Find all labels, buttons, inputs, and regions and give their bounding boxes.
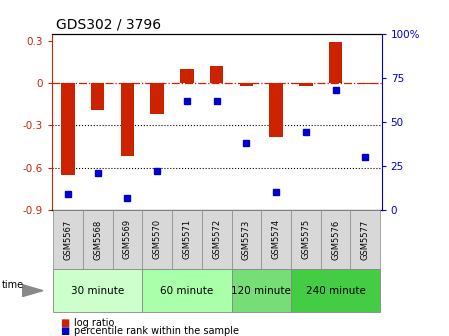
Text: 240 minute: 240 minute <box>306 286 365 296</box>
Text: GSM5574: GSM5574 <box>272 219 281 259</box>
Bar <box>172 210 202 269</box>
Text: GSM5568: GSM5568 <box>93 219 102 259</box>
Bar <box>202 210 232 269</box>
Text: GDS302 / 3796: GDS302 / 3796 <box>56 18 161 32</box>
Text: 60 minute: 60 minute <box>160 286 214 296</box>
Polygon shape <box>22 285 43 296</box>
Text: GSM5575: GSM5575 <box>301 219 310 259</box>
Text: GSM5572: GSM5572 <box>212 219 221 259</box>
Bar <box>291 210 321 269</box>
Text: ■: ■ <box>61 318 70 328</box>
Text: ■: ■ <box>61 326 70 336</box>
Text: log ratio: log ratio <box>74 318 114 328</box>
Bar <box>113 210 142 269</box>
Text: time: time <box>2 280 24 290</box>
Bar <box>83 210 113 269</box>
Text: GSM5569: GSM5569 <box>123 219 132 259</box>
Text: GSM5573: GSM5573 <box>242 219 251 259</box>
Bar <box>150 83 164 114</box>
Bar <box>291 269 380 312</box>
Bar <box>299 83 313 86</box>
Text: percentile rank within the sample: percentile rank within the sample <box>74 326 239 336</box>
Bar <box>53 269 142 312</box>
Text: GSM5571: GSM5571 <box>182 219 191 259</box>
Bar <box>142 269 232 312</box>
Bar <box>232 269 291 312</box>
Text: GSM5576: GSM5576 <box>331 219 340 259</box>
Bar <box>53 210 83 269</box>
Bar <box>329 42 342 83</box>
Text: GSM5567: GSM5567 <box>63 219 72 259</box>
Bar <box>261 210 291 269</box>
Bar <box>321 210 350 269</box>
Bar <box>142 210 172 269</box>
Bar <box>269 83 283 137</box>
Bar <box>91 83 105 110</box>
Bar <box>232 210 261 269</box>
Bar <box>359 83 372 84</box>
Text: 30 minute: 30 minute <box>71 286 124 296</box>
Bar <box>62 83 75 175</box>
Text: GSM5577: GSM5577 <box>361 219 370 259</box>
Bar <box>180 69 194 83</box>
Text: 120 minute: 120 minute <box>231 286 291 296</box>
Text: GSM5570: GSM5570 <box>153 219 162 259</box>
Bar <box>350 210 380 269</box>
Bar <box>121 83 134 156</box>
Bar <box>240 83 253 86</box>
Bar <box>210 66 223 83</box>
